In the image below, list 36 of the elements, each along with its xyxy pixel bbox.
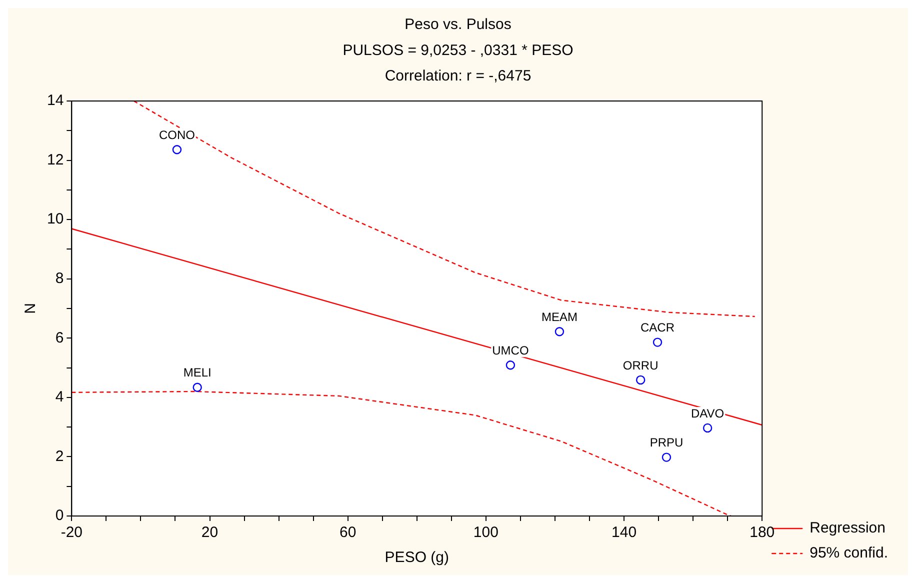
chart-title: Peso vs. Pulsos	[404, 16, 512, 34]
legend-label: 95% confid.	[810, 544, 888, 562]
annotation: UMCO	[492, 343, 529, 358]
y-tick-label: 6	[55, 329, 64, 346]
y-tick-label: 14	[46, 92, 64, 110]
point	[636, 375, 646, 385]
point	[662, 452, 672, 462]
x-tick-label: 140	[612, 524, 637, 542]
x-tick-label: 20	[201, 524, 218, 542]
point	[506, 360, 516, 370]
y-tick-label: 8	[55, 270, 64, 287]
x-tick-label: 180	[750, 524, 775, 542]
annotation: MELI	[183, 366, 212, 380]
y-tick-label: 4	[55, 388, 64, 406]
point	[702, 423, 712, 433]
annotation: MEAM	[541, 310, 578, 324]
x-tick-label: -20	[60, 524, 83, 542]
point	[652, 338, 662, 347]
y-tick-label: 0	[55, 507, 64, 524]
annotation: CONO	[158, 128, 195, 142]
y-tick-label: 2	[55, 448, 64, 465]
point	[554, 327, 564, 336]
annotation: ORRU	[622, 358, 658, 372]
y-tick-label: 12	[46, 151, 64, 168]
point	[192, 382, 202, 392]
legend-label: Regression	[810, 520, 886, 537]
y-tick-label: 10	[46, 210, 64, 228]
annotation: CACR	[640, 320, 675, 335]
x-axis-title: PESO (g)	[384, 549, 449, 566]
y-axis-title: N	[22, 303, 40, 314]
x-tick-label: 100	[473, 524, 498, 542]
point	[172, 145, 182, 154]
annotation: DAVO	[691, 406, 724, 420]
x-tick-label: 60	[340, 524, 356, 542]
chart-subtitle: PULSOS = 9,0253 - ,0331 * PESO Correlation: r = -,6475	[342, 42, 574, 84]
annotation: PRPU	[650, 436, 684, 450]
